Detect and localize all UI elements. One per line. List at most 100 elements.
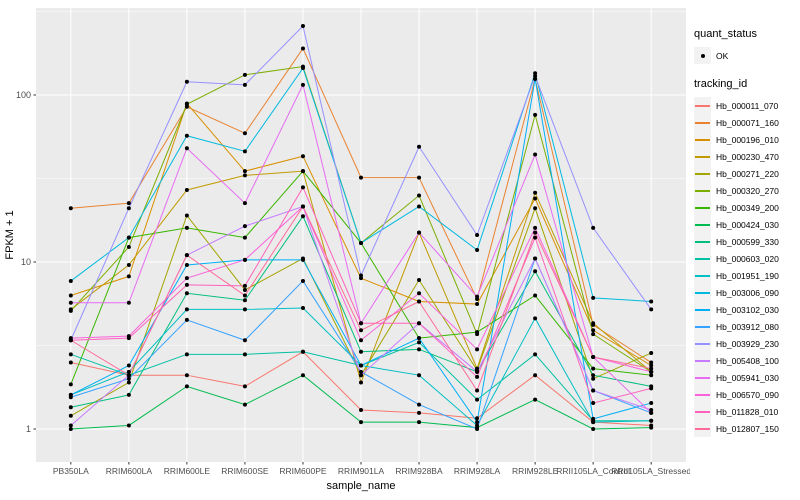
data-point <box>417 336 422 341</box>
data-point <box>126 376 131 381</box>
data-point <box>126 423 131 428</box>
data-point <box>300 373 305 378</box>
data-point <box>126 235 131 240</box>
data-point <box>68 206 73 211</box>
line-chart: 1 10 100 PB350LA RRIM600LA RRIM600LE RRIM600SE… <box>4 8 690 492</box>
data-point <box>242 283 247 288</box>
legend-label: Hb_000271_220 <box>716 168 779 179</box>
legend-item-Hb_003912_080[interactable]: Hb_003912_080 <box>694 318 800 335</box>
legend-label: Hb_001951_190 <box>716 270 779 281</box>
data-point <box>184 79 189 84</box>
data-point <box>68 300 73 305</box>
legend-label: Hb_011828_010 <box>716 406 779 417</box>
data-point <box>417 291 422 296</box>
data-point <box>242 293 247 298</box>
data-point <box>126 373 131 378</box>
data-point <box>475 388 480 393</box>
legend-key-line <box>694 250 711 267</box>
legend-title-quant-status: quant_status <box>694 28 757 40</box>
data-point <box>300 185 305 190</box>
legend-item-Hb_000071_160[interactable]: Hb_000071_160 <box>694 114 800 131</box>
legend-label: Hb_005408_100 <box>716 355 779 366</box>
data-point <box>242 201 247 206</box>
data-point <box>533 206 538 211</box>
data-point <box>300 278 305 283</box>
legend-item-Hb_000196_010[interactable]: Hb_000196_010 <box>694 131 800 148</box>
legend-item-Hb_001951_190[interactable]: Hb_001951_190 <box>694 267 800 284</box>
data-point <box>242 287 247 292</box>
data-point <box>533 76 538 81</box>
legend-item-Hb_003006_090[interactable]: Hb_003006_090 <box>694 284 800 301</box>
data-point <box>300 169 305 174</box>
legend-item-Hb_000320_270[interactable]: Hb_000320_270 <box>694 182 800 199</box>
data-point <box>417 144 422 149</box>
data-point <box>649 401 654 406</box>
data-point <box>300 46 305 51</box>
data-point <box>591 388 596 393</box>
data-point <box>533 196 538 201</box>
data-point <box>359 328 363 333</box>
data-point <box>475 420 480 425</box>
data-point <box>533 256 538 261</box>
data-point <box>184 253 189 258</box>
legend-item-Hb_000349_200[interactable]: Hb_000349_200 <box>694 199 800 216</box>
legend-item-Hb_005941_030[interactable]: Hb_005941_030 <box>694 369 800 386</box>
data-point <box>300 66 305 71</box>
legend-item-Hb_000424_030[interactable]: Hb_000424_030 <box>694 216 800 233</box>
data-point <box>242 72 247 77</box>
data-point <box>242 82 247 87</box>
legend-key-line <box>694 114 711 131</box>
data-point <box>68 338 73 343</box>
data-point <box>242 149 247 154</box>
y-tick-label: 100 <box>16 90 31 100</box>
data-point <box>533 293 538 298</box>
legend-item-Hb_000011_070[interactable]: Hb_000011_070 <box>694 97 800 114</box>
x-tick-label: PB350LA <box>53 466 89 476</box>
data-point <box>359 240 363 245</box>
legend-item-Hb_000271_220[interactable]: Hb_000271_220 <box>694 165 800 182</box>
data-point <box>475 397 480 402</box>
data-point <box>417 230 422 235</box>
legend-key-line <box>694 97 711 114</box>
data-point <box>533 316 538 321</box>
data-point <box>417 321 422 326</box>
data-point <box>417 347 422 352</box>
data-point <box>300 214 305 219</box>
data-point <box>533 190 538 195</box>
data-point <box>591 225 596 230</box>
legend-item-Hb_005408_100[interactable]: Hb_005408_100 <box>694 352 800 369</box>
data-point <box>591 366 596 371</box>
legend-label: Hb_003006_090 <box>716 287 779 298</box>
legend-title-tracking-id: tracking_id <box>694 78 748 90</box>
data-point <box>300 306 305 311</box>
legend-item-Hb_000230_470[interactable]: Hb_000230_470 <box>694 148 800 165</box>
data-point <box>359 369 363 374</box>
data-point <box>591 332 596 337</box>
data-point <box>300 257 305 262</box>
x-tick-label: RRII105LA_Stressed <box>611 466 690 476</box>
legend-key-line <box>694 233 711 250</box>
legend-items: Hb_000011_070 Hb_000071_160 Hb_000196_010 H… <box>690 97 800 437</box>
legend-item-Hb_003102_030[interactable]: Hb_003102_030 <box>694 301 800 318</box>
data-point <box>533 71 538 76</box>
data-point <box>475 427 480 431</box>
data-point <box>68 423 73 428</box>
legend-item-Hb_011828_010[interactable]: Hb_011828_010 <box>694 403 800 420</box>
data-point <box>649 410 654 415</box>
data-point <box>649 351 654 356</box>
x-tick-label: RRIM928BA <box>395 466 443 476</box>
legend-item-ok[interactable]: OK <box>694 47 800 64</box>
data-point <box>68 360 73 365</box>
data-point <box>184 276 189 281</box>
legend-item-Hb_003929_230[interactable]: Hb_003929_230 <box>694 335 800 352</box>
legend-key-line <box>694 335 711 352</box>
legend-label: Hb_003912_080 <box>716 321 779 332</box>
legend-item-Hb_000603_020[interactable]: Hb_000603_020 <box>694 250 800 267</box>
data-point <box>300 154 305 159</box>
data-point <box>591 376 596 381</box>
legend-item-Hb_000599_330[interactable]: Hb_000599_330 <box>694 233 800 250</box>
legend-label: Hb_000599_330 <box>716 236 779 247</box>
legend-item-Hb_006570_090[interactable]: Hb_006570_090 <box>694 386 800 403</box>
legend-item-Hb_012807_150[interactable]: Hb_012807_150 <box>694 420 800 437</box>
